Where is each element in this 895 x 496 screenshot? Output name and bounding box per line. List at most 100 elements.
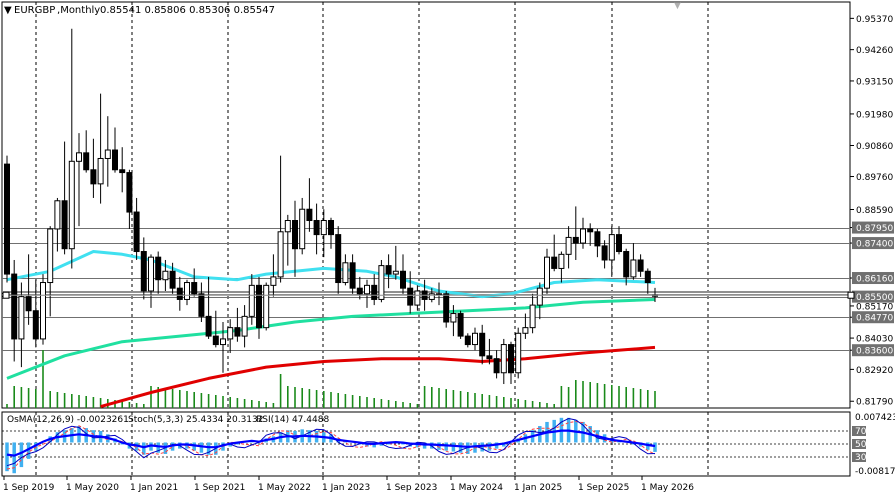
candle <box>61 141 68 255</box>
collapse-arrow-icon[interactable]: ▼ <box>4 5 12 16</box>
price-axis-label: 0.95370 <box>856 15 893 25</box>
candle <box>263 282 270 331</box>
candle-body-bull <box>284 220 291 233</box>
price-panel[interactable] <box>1 1 851 409</box>
candle-body-bull <box>263 284 270 329</box>
candle <box>522 313 529 339</box>
candle-body-bear <box>313 220 320 236</box>
candle-body-bear <box>25 296 32 312</box>
candle-body-bull <box>40 282 46 340</box>
candle <box>184 279 190 306</box>
candle <box>90 138 97 198</box>
ohlc-readout: 0.85541 0.85806 0.85306 0.85547 <box>100 5 275 16</box>
left-price-marker <box>2 291 10 299</box>
candle <box>436 282 442 306</box>
candle <box>140 237 147 300</box>
candle <box>536 282 543 320</box>
price-axis-label: 0.86160 <box>856 275 893 285</box>
rsi-readout: RSI(14) 47.4488 <box>256 415 329 425</box>
price-axis-label: 0.94260 <box>856 46 893 56</box>
candle <box>32 279 39 348</box>
candle-body-bear <box>508 344 514 374</box>
candle-body-bear <box>443 293 450 323</box>
time-axis-label: 1 Sep 2023 <box>386 483 437 493</box>
candle-body-bull <box>220 338 226 346</box>
price-axis-label: 0.85500 <box>856 293 893 303</box>
stoch-readout: Stoch(5,3,3) 25.4334 20.3132 <box>128 415 263 425</box>
candle <box>349 254 356 294</box>
candle-body-bull <box>47 228 54 284</box>
candle-body-bull <box>580 228 586 244</box>
candle-body-bear <box>119 169 126 174</box>
candle-body-bull <box>558 253 565 269</box>
candle <box>97 93 104 204</box>
candle <box>104 116 111 187</box>
stoch-signal-line <box>6 420 656 470</box>
price-axis-label: 0.84030 <box>856 335 893 345</box>
price-axis-label: 0.88590 <box>856 206 893 216</box>
moving-average-green <box>6 298 656 380</box>
candle <box>256 276 262 339</box>
candle-body-bull <box>414 290 421 306</box>
candle-body-bear <box>32 310 39 340</box>
candle <box>212 310 219 348</box>
price-axis-label: 0.85170 <box>856 302 893 312</box>
candle-body-bear <box>328 220 334 236</box>
candle-body-bear <box>133 211 140 253</box>
candle <box>486 338 493 365</box>
candle-body-bull <box>342 262 349 284</box>
candle-body-bull <box>428 293 435 300</box>
candle <box>313 203 320 255</box>
candle-body-bull <box>500 344 507 374</box>
candle <box>580 217 586 249</box>
price-level-tag <box>852 311 894 324</box>
candle <box>11 259 18 362</box>
candle <box>40 274 46 345</box>
candle-body-bear <box>587 228 594 233</box>
time-axis-label: 1 Sep 2021 <box>194 483 245 493</box>
candle <box>500 338 507 385</box>
candle <box>407 271 414 314</box>
candle <box>18 282 25 368</box>
candle-body-bull <box>536 287 543 306</box>
candle-body-bull <box>248 284 255 317</box>
price-level-tag <box>852 272 894 285</box>
candle-body-bull <box>392 270 399 275</box>
indicator-panel[interactable] <box>1 411 851 477</box>
candle-body-bull <box>76 152 82 162</box>
candle <box>572 206 579 260</box>
candle-body-bull <box>608 234 615 261</box>
candle-body-bear <box>464 335 471 346</box>
candle-body-bear <box>306 208 313 222</box>
candle <box>335 226 342 294</box>
scroll-marker-icon[interactable]: ▼ <box>674 1 681 11</box>
candle-body-bear <box>486 355 493 360</box>
price-axis-label: 0.93150 <box>856 77 893 87</box>
candle-body-bear <box>479 332 486 357</box>
moving-average-red <box>100 345 656 409</box>
candle-body-bull <box>320 220 327 236</box>
rsi-line <box>6 429 656 457</box>
candle <box>450 305 457 337</box>
candle-body-bull <box>241 315 248 337</box>
candle-body-bear <box>616 234 622 253</box>
candle-body-bull <box>515 332 522 374</box>
candle <box>364 279 370 308</box>
candle-body-bear <box>601 245 608 261</box>
moving-average-cyan <box>6 250 656 299</box>
price-axis-label: 0.87950 <box>856 224 893 234</box>
candle <box>234 307 241 342</box>
candle <box>558 251 565 283</box>
candle <box>241 305 248 348</box>
candle-body-bull <box>54 200 61 230</box>
time-axis-label: 1 Jan 2023 <box>322 483 370 493</box>
candle-body-bull <box>184 282 190 300</box>
time-axis-label: 1 Jan 2025 <box>514 483 562 493</box>
candle-body-bull <box>364 284 370 295</box>
price-axis-label: 0.83600 <box>856 347 893 357</box>
candle-body-bear <box>61 200 68 250</box>
candle <box>176 276 183 311</box>
candle-body-bear <box>126 172 133 213</box>
candle <box>155 251 162 294</box>
